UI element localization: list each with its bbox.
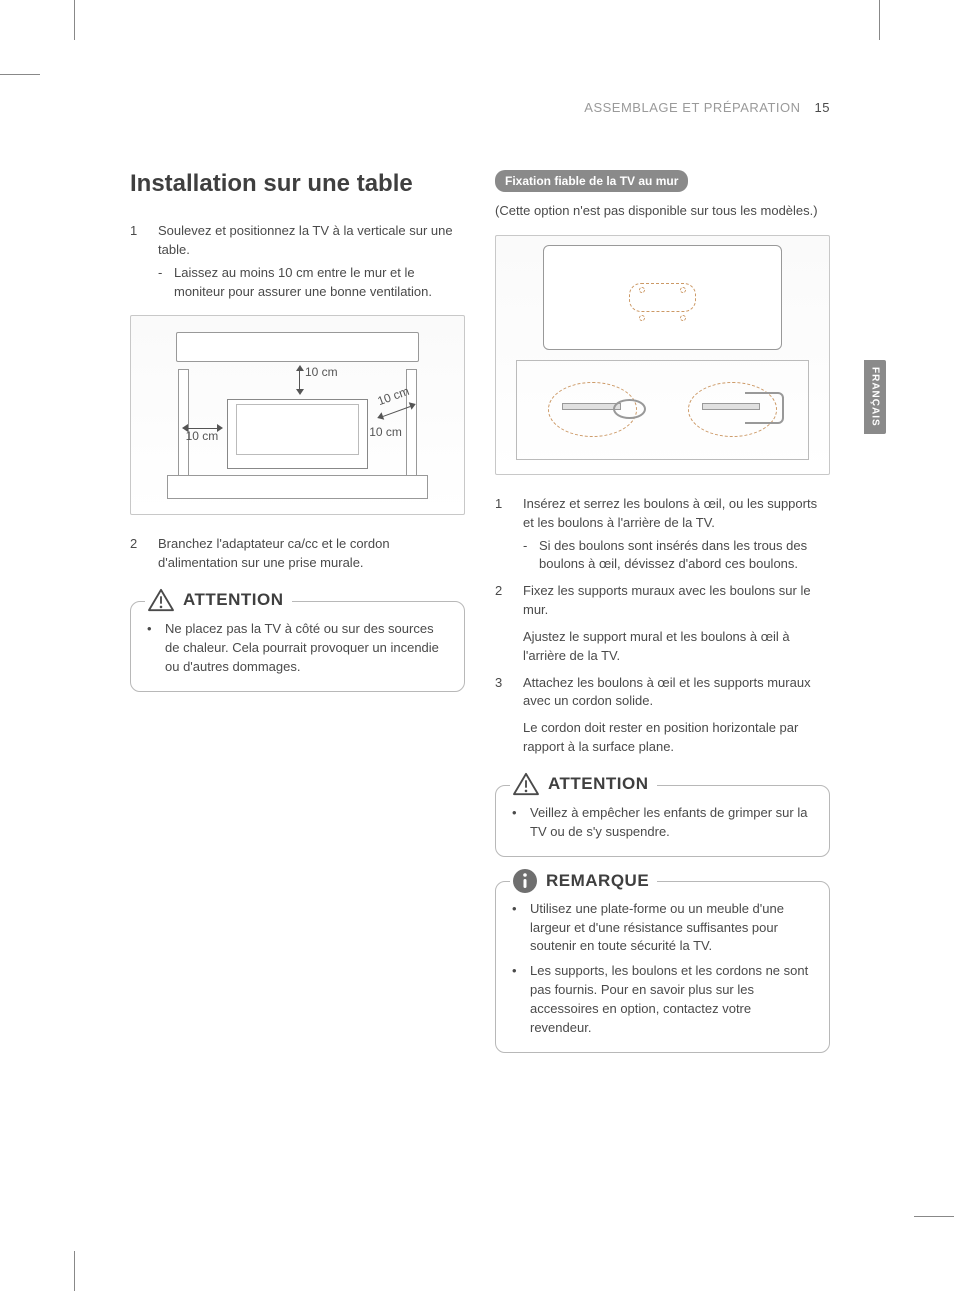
step-number: 3 [495, 674, 509, 712]
fig-label-right-lower: 10 cm [369, 425, 402, 439]
header-section: ASSEMBLAGE ET PRÉPARATION [584, 100, 800, 115]
page-number: 15 [815, 100, 830, 115]
figure-table-clearance: 10 cm 10 cm 10 cm 10 cm [130, 315, 465, 515]
right-steps-3: 3 Attachez les boulons à œil et les supp… [495, 674, 830, 712]
step-text: Soulevez et positionnez la TV à la verti… [158, 223, 453, 257]
attention-box-right: ATTENTION • Veillez à empêcher les enfan… [495, 785, 830, 857]
remarque-title: REMARQUE [546, 871, 649, 891]
remarque-text: Les supports, les boulons et les cordons… [530, 962, 813, 1037]
step-text: Insérez et serrez les boulons à œil, ou … [523, 496, 817, 530]
left-step-1-sub: - Laissez au moins 10 cm entre le mur et… [158, 264, 465, 302]
remarque-item: • Utilisez une plate-forme ou un meuble … [512, 900, 813, 957]
right-step-3-cont: Le cordon doit rester en position horizo… [523, 719, 830, 757]
left-step-2: 2 Branchez l'adaptateur ca/cc et le cord… [130, 535, 465, 573]
note-icon [512, 868, 538, 894]
right-steps: 1 Insérez et serrez les boulons à œil, o… [495, 495, 830, 620]
step-number: 1 [495, 495, 509, 574]
left-steps-2: 2 Branchez l'adaptateur ca/cc et le cord… [130, 535, 465, 573]
running-header: ASSEMBLAGE ET PRÉPARATION 15 [130, 100, 830, 115]
attention-text: Veillez à empêcher les enfants de grimpe… [530, 804, 813, 842]
right-step-3: 3 Attachez les boulons à œil et les supp… [495, 674, 830, 712]
left-column: Installation sur une table 1 Soulevez et… [130, 170, 465, 1053]
left-steps: 1 Soulevez et positionnez la TV à la ver… [130, 222, 465, 301]
dash: - [158, 264, 166, 302]
attention-title: ATTENTION [548, 774, 649, 794]
page-content: ASSEMBLAGE ET PRÉPARATION 15 Installatio… [130, 100, 830, 1053]
language-tab: FRANÇAIS [864, 360, 886, 434]
section-title: Installation sur une table [130, 170, 465, 198]
attention-box-left: ATTENTION • Ne placez pas la TV à côté o… [130, 601, 465, 692]
remarque-box: REMARQUE • Utilisez une plate-forme ou u… [495, 881, 830, 1053]
remarque-text: Utilisez une plate-forme ou un meuble d'… [530, 900, 813, 957]
right-step-2-cont: Ajustez le support mural et les boulons … [523, 628, 830, 666]
attention-text: Ne placez pas la TV à côté ou sur des so… [165, 620, 448, 677]
step-text: Fixez les supports muraux avec les boulo… [523, 583, 811, 617]
option-note: (Cette option n'est pas disponible sur t… [495, 202, 830, 221]
sub-text: Laissez au moins 10 cm entre le mur et l… [174, 264, 465, 302]
attention-item: • Ne placez pas la TV à côté ou sur des … [147, 620, 448, 677]
sub-text: Si des boulons sont insérés dans les tro… [539, 537, 830, 575]
fig-label-top: 10 cm [305, 365, 338, 379]
wall-mount-badge: Fixation fiable de la TV au mur [495, 170, 688, 192]
warning-icon [147, 588, 175, 612]
left-step-1: 1 Soulevez et positionnez la TV à la ver… [130, 222, 465, 301]
step-number: 1 [130, 222, 144, 301]
fig-label-left: 10 cm [186, 429, 219, 443]
warning-icon [512, 772, 540, 796]
remarque-item: • Les supports, les boulons et les cordo… [512, 962, 813, 1037]
attention-item: • Veillez à empêcher les enfants de grim… [512, 804, 813, 842]
right-step-1: 1 Insérez et serrez les boulons à œil, o… [495, 495, 830, 574]
step-text: Branchez l'adaptateur ca/cc et le cordon… [158, 536, 390, 570]
right-step-2: 2 Fixez les supports muraux avec les bou… [495, 582, 830, 620]
right-step-1-sub: - Si des boulons sont insérés dans les t… [523, 537, 830, 575]
attention-title: ATTENTION [183, 590, 284, 610]
figure-wall-mount [495, 235, 830, 475]
step-number: 2 [495, 582, 509, 620]
right-column: Fixation fiable de la TV au mur (Cette o… [495, 170, 830, 1053]
step-text: Attachez les boulons à œil et les suppor… [523, 675, 811, 709]
step-number: 2 [130, 535, 144, 573]
